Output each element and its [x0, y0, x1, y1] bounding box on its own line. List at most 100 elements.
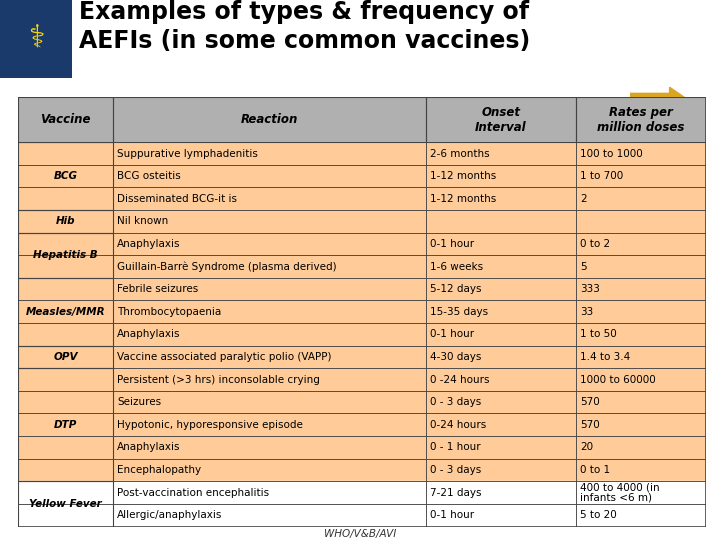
Bar — [113, 165, 426, 187]
Bar — [18, 187, 113, 210]
Text: 0-24 hours: 0-24 hours — [430, 420, 486, 430]
Text: Allergic/anaphylaxis: Allergic/anaphylaxis — [117, 510, 222, 520]
Bar — [113, 368, 426, 391]
Bar — [18, 278, 113, 346]
Bar — [426, 210, 576, 233]
Bar — [18, 391, 113, 414]
Bar — [18, 97, 113, 142]
Bar — [18, 142, 113, 210]
Bar — [426, 233, 576, 255]
Text: DTP: DTP — [54, 420, 77, 430]
Text: BCG: BCG — [53, 171, 78, 181]
Bar — [113, 368, 426, 391]
Bar — [426, 458, 576, 481]
Bar — [576, 504, 706, 526]
Bar — [113, 97, 426, 142]
Text: Examples of types & frequency of
AEFIs (in some common vaccines): Examples of types & frequency of AEFIs (… — [79, 0, 531, 53]
Text: BCG osteitis: BCG osteitis — [117, 171, 181, 181]
Text: 0 - 3 days: 0 - 3 days — [430, 397, 481, 407]
Bar — [576, 436, 706, 458]
Bar — [576, 278, 706, 300]
Bar — [576, 346, 706, 368]
Bar — [113, 481, 426, 504]
Text: Encephalopathy: Encephalopathy — [117, 465, 201, 475]
Bar — [113, 346, 426, 368]
Bar — [426, 142, 576, 165]
Text: 0 -24 hours: 0 -24 hours — [430, 375, 490, 384]
Text: ⚕: ⚕ — [28, 25, 44, 53]
Text: Persistent (>3 hrs) inconsolable crying: Persistent (>3 hrs) inconsolable crying — [117, 375, 320, 384]
Text: Suppurative lymphadenitis: Suppurative lymphadenitis — [117, 148, 258, 159]
Text: Reaction: Reaction — [240, 113, 298, 126]
Bar — [576, 233, 706, 255]
Bar — [113, 481, 426, 504]
Bar — [18, 414, 113, 436]
Bar — [18, 481, 113, 504]
Bar — [18, 368, 113, 391]
Bar — [426, 481, 576, 504]
Bar — [426, 255, 576, 278]
Text: 100 to 1000: 100 to 1000 — [580, 148, 642, 159]
Bar — [426, 300, 576, 323]
Bar — [426, 504, 576, 526]
Bar — [426, 255, 576, 278]
Text: 7-21 days: 7-21 days — [430, 488, 482, 497]
Bar — [18, 368, 113, 391]
Bar — [576, 481, 706, 504]
Bar — [18, 458, 113, 481]
Bar — [113, 436, 426, 458]
Bar — [576, 278, 706, 300]
Bar — [113, 504, 426, 526]
Text: 2-6 months: 2-6 months — [430, 148, 490, 159]
Bar — [18, 346, 113, 368]
Bar — [426, 278, 576, 300]
Bar — [426, 323, 576, 346]
Text: Thrombocytopaenia: Thrombocytopaenia — [117, 307, 221, 317]
Bar — [576, 210, 706, 233]
Text: 1000 to 60000: 1000 to 60000 — [580, 375, 655, 384]
Bar — [18, 233, 113, 278]
Bar — [576, 187, 706, 210]
Bar — [426, 210, 576, 233]
Bar — [113, 436, 426, 458]
Bar — [18, 210, 113, 233]
Bar — [113, 300, 426, 323]
Text: Hepatitis B: Hepatitis B — [33, 250, 98, 260]
Bar — [576, 368, 706, 391]
Bar — [18, 368, 113, 481]
Bar — [113, 323, 426, 346]
Bar — [113, 233, 426, 255]
Text: Anaphylaxis: Anaphylaxis — [117, 329, 181, 339]
Bar — [576, 187, 706, 210]
Bar — [113, 210, 426, 233]
Bar — [113, 458, 426, 481]
Text: 1 to 700: 1 to 700 — [580, 171, 623, 181]
Bar — [576, 414, 706, 436]
Bar — [18, 142, 113, 210]
Bar — [18, 368, 113, 481]
Bar — [426, 165, 576, 187]
Bar — [113, 346, 426, 368]
Bar — [426, 481, 576, 504]
Text: Post-vaccination encephalitis: Post-vaccination encephalitis — [117, 488, 269, 497]
Bar — [113, 233, 426, 255]
Text: Nil known: Nil known — [117, 217, 168, 226]
Bar — [18, 481, 113, 526]
Text: 0 to 2: 0 to 2 — [580, 239, 610, 249]
Text: 0 - 1 hour: 0 - 1 hour — [430, 442, 480, 453]
Text: Vaccine associated paralytic polio (VAPP): Vaccine associated paralytic polio (VAPP… — [117, 352, 331, 362]
Text: Onset
Interval: Onset Interval — [475, 106, 526, 134]
Bar — [426, 323, 576, 346]
Bar — [18, 504, 113, 526]
Bar — [576, 436, 706, 458]
Bar — [426, 97, 576, 142]
Text: 1-12 months: 1-12 months — [430, 194, 496, 204]
Bar — [576, 481, 706, 504]
Bar — [18, 458, 113, 481]
Text: 0 to 1: 0 to 1 — [580, 465, 610, 475]
Text: Hypotonic, hyporesponsive episode: Hypotonic, hyporesponsive episode — [117, 420, 303, 430]
Bar — [576, 97, 706, 142]
Text: 0-1 hour: 0-1 hour — [430, 510, 474, 520]
Bar — [18, 391, 113, 414]
Bar — [426, 368, 576, 391]
